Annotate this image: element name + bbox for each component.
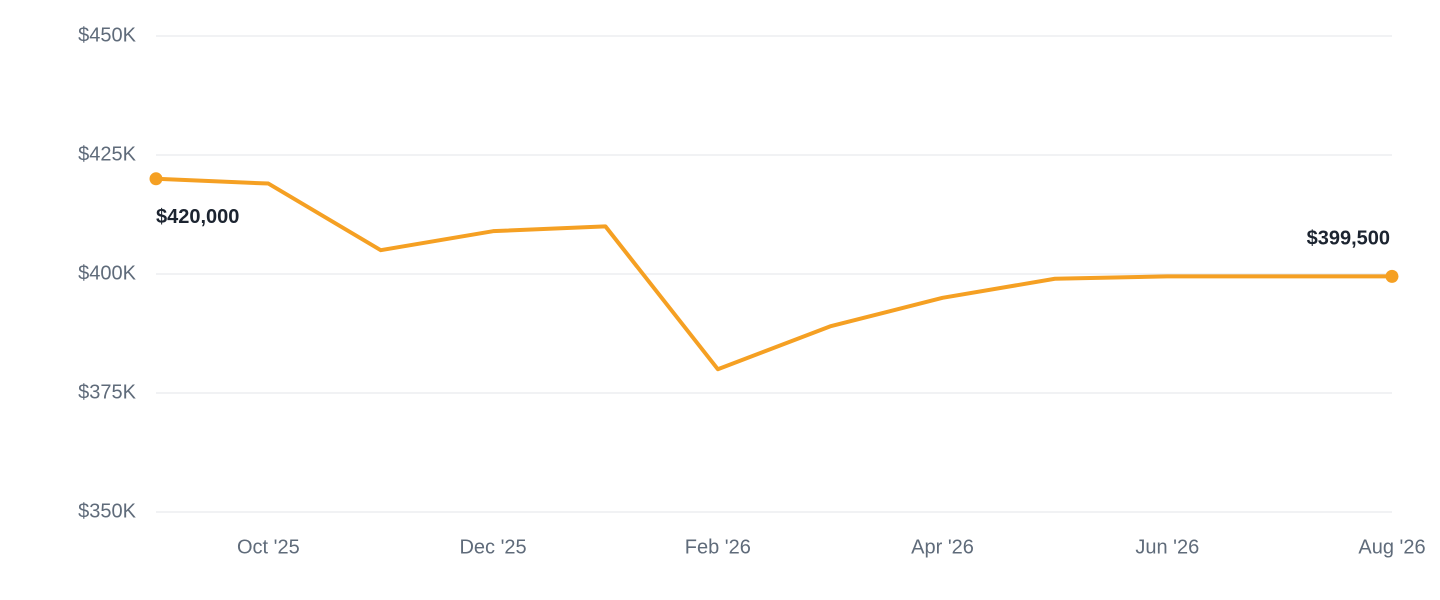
value-label: $420,000 bbox=[156, 206, 239, 228]
y-tick-label: $375K bbox=[78, 381, 136, 403]
y-tick-label: $400K bbox=[78, 262, 136, 284]
y-tick-label: $350K bbox=[78, 500, 136, 522]
y-tick-label: $425K bbox=[78, 143, 136, 165]
x-tick-label: Aug '26 bbox=[1358, 536, 1425, 558]
x-tick-label: Dec '25 bbox=[459, 536, 526, 558]
x-tick-label: Feb '26 bbox=[685, 536, 751, 558]
y-tick-label: $450K bbox=[78, 24, 136, 46]
x-tick-label: Apr '26 bbox=[911, 536, 974, 558]
x-tick-label: Oct '25 bbox=[237, 536, 300, 558]
series-line bbox=[155, 176, 1392, 372]
point bbox=[149, 172, 163, 186]
value-label: $399,500 bbox=[1307, 228, 1390, 250]
point bbox=[1385, 269, 1399, 283]
x-tick-label: Jun '26 bbox=[1135, 536, 1199, 558]
